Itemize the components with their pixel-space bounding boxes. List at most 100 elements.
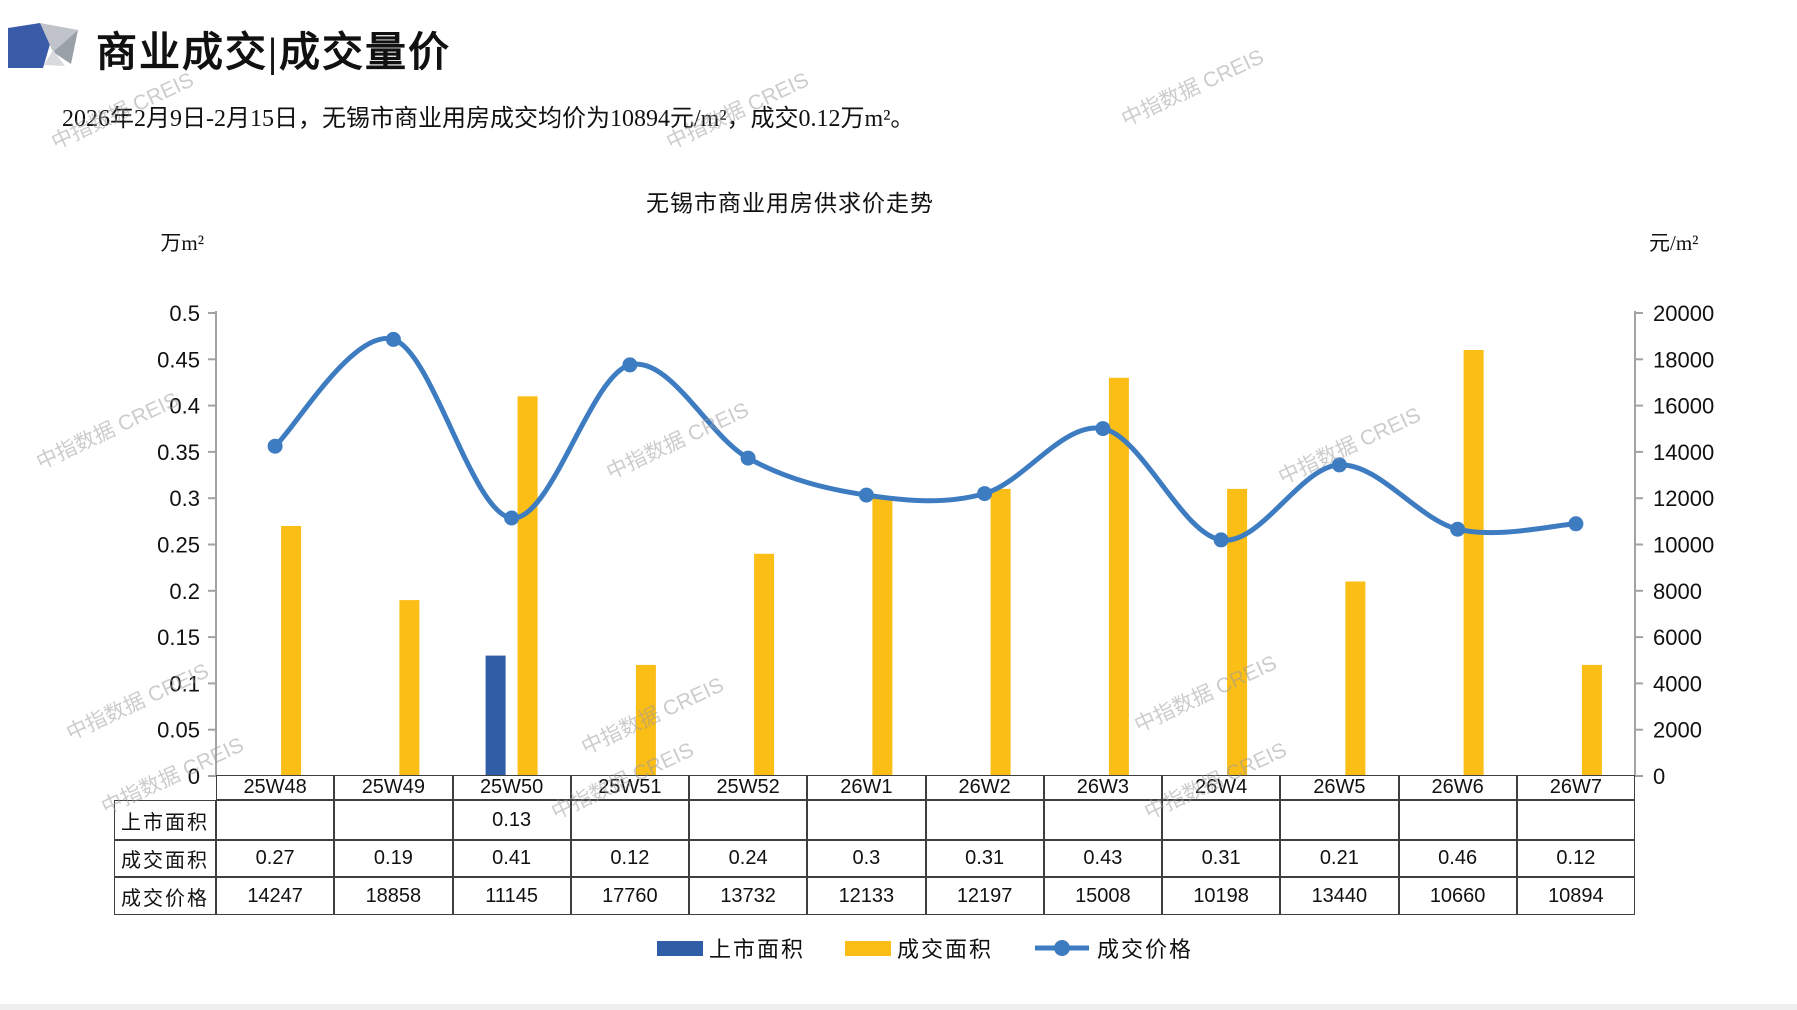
week-label: 26W6 <box>1398 775 1517 800</box>
right-axis-tick-label: 14000 <box>1653 440 1714 465</box>
legend-item-listed-area: 上市面积 <box>656 932 805 964</box>
price-line-marker <box>504 510 520 526</box>
bar-成交面积 <box>1463 350 1484 776</box>
bar-上市面积 <box>485 655 506 776</box>
legend-item-sold-area: 成交面积 <box>844 932 993 964</box>
week-label: 26W3 <box>1043 775 1162 800</box>
table-row-header: 成交面积 <box>114 840 216 877</box>
legend-label-listed-area: 上市面积 <box>708 937 805 962</box>
price-line-marker <box>1568 516 1584 532</box>
table-cell <box>1398 800 1517 840</box>
week-label: 26W1 <box>807 775 926 800</box>
table-cell: 0.21 <box>1280 840 1399 877</box>
table-row-header: 上市面积 <box>114 800 216 840</box>
legend-swatch-sold-area-icon <box>844 940 891 956</box>
bar-成交面积 <box>399 600 420 776</box>
table-cell: 13440 <box>1280 877 1399 915</box>
table-cell: 18858 <box>334 877 453 915</box>
table-cell: 10660 <box>1398 877 1517 915</box>
table-cell: 0.46 <box>1398 840 1517 877</box>
table-cell <box>807 800 926 840</box>
right-axis-tick-label: 4000 <box>1653 671 1702 696</box>
table-cell <box>334 800 453 840</box>
page-title: 商业成交|成交量价 <box>96 29 452 75</box>
table-cell <box>570 800 689 840</box>
table-cell: 0.24 <box>689 840 808 877</box>
bar-成交面积 <box>281 526 302 776</box>
table-cell <box>1162 800 1281 840</box>
table-cell: 0.12 <box>570 840 689 877</box>
table-cell: 0.19 <box>334 840 453 877</box>
bottom-edge-strip <box>0 1004 1797 1010</box>
left-axis-unit-label: 万m² <box>160 231 204 255</box>
price-line-marker <box>1095 421 1111 437</box>
price-line-marker <box>1450 521 1466 537</box>
left-axis-tick-label: 0.35 <box>157 440 200 465</box>
bar-成交面积 <box>635 664 656 776</box>
table-cell: 0.3 <box>807 840 926 877</box>
table-cell: 10198 <box>1162 877 1281 915</box>
week-label: 25W50 <box>452 775 571 800</box>
chart-data-table: 25W48 25W49 25W50 25W51 25W52 26W1 26W2 26W3 26W… <box>114 775 1635 915</box>
legend-label-sold-area: 成交面积 <box>896 937 993 962</box>
table-cell <box>216 800 335 840</box>
price-line-marker <box>1331 457 1347 473</box>
bar-成交面积 <box>990 488 1011 776</box>
price-line-marker <box>977 486 993 502</box>
bar-成交面积 <box>1581 664 1602 776</box>
week-label: 25W48 <box>216 775 335 800</box>
chart-legend: 上市面积 成交面积 成交价格 <box>425 932 1425 964</box>
week-label: 25W52 <box>689 775 808 800</box>
table-cell <box>925 800 1044 840</box>
right-axis-tick-label: 2000 <box>1653 718 1702 743</box>
right-axis-tick-label: 8000 <box>1653 579 1702 604</box>
table-cell: 10894 <box>1516 877 1635 915</box>
price-line-marker <box>740 450 756 466</box>
table-cell: 0.31 <box>1162 840 1281 877</box>
left-axis-tick-label: 0.3 <box>169 486 200 511</box>
left-axis-tick-label: 0.1 <box>169 671 200 696</box>
table-cell: 14247 <box>216 877 335 915</box>
week-label: 26W5 <box>1280 775 1399 800</box>
legend-item-price: 成交价格 <box>1033 932 1193 964</box>
table-cell <box>1516 800 1635 840</box>
right-axis-unit-label: 元/m² <box>1649 231 1698 255</box>
table-cell: 13732 <box>689 877 808 915</box>
left-axis-tick-label: 0.45 <box>157 347 200 372</box>
table-cell: 0.13 <box>452 800 571 840</box>
price-line-marker <box>622 357 638 373</box>
price-line-marker <box>1213 532 1229 548</box>
bar-成交面积 <box>872 498 893 776</box>
bar-成交面积 <box>754 553 775 776</box>
bar-成交面积 <box>1345 581 1366 776</box>
week-label: 26W7 <box>1516 775 1635 800</box>
left-axis-tick-label: 0.05 <box>157 718 200 743</box>
price-line-marker <box>267 438 283 454</box>
table-row-header: 成交价格 <box>114 877 216 915</box>
right-axis-tick-label: 12000 <box>1653 486 1714 511</box>
bar-成交面积 <box>517 396 538 776</box>
table-cell: 12133 <box>807 877 926 915</box>
table-cell: 0.43 <box>1043 840 1162 877</box>
week-label: 26W4 <box>1162 775 1281 800</box>
chart-title: 无锡市商业用房供求价走势 <box>646 191 934 216</box>
legend-line-marker-icon <box>1035 940 1089 956</box>
price-line <box>272 336 1579 543</box>
week-label: 25W51 <box>570 775 689 800</box>
week-label: 25W49 <box>334 775 453 800</box>
left-axis-tick-label: 0 <box>188 764 200 789</box>
right-axis-tick-label: 6000 <box>1653 625 1702 650</box>
right-axis-tick-label: 16000 <box>1653 394 1714 419</box>
table-cell: 15008 <box>1043 877 1162 915</box>
summary-text: 2026年2月9日-2月15日，无锡市商业用房成交均价为10894元/m²，成交… <box>62 106 915 132</box>
legend-label-price: 成交价格 <box>1097 937 1194 962</box>
table-cell <box>1280 800 1399 840</box>
table-cell: 0.27 <box>216 840 335 877</box>
right-axis-tick-label: 10000 <box>1653 533 1714 558</box>
left-axis-tick-label: 0.2 <box>169 579 200 604</box>
legend-swatch-listed-area-icon <box>656 940 703 956</box>
table-corner-spacer <box>114 775 216 800</box>
right-axis-tick-label: 18000 <box>1653 347 1714 372</box>
left-axis-tick-label: 0.15 <box>157 625 200 650</box>
